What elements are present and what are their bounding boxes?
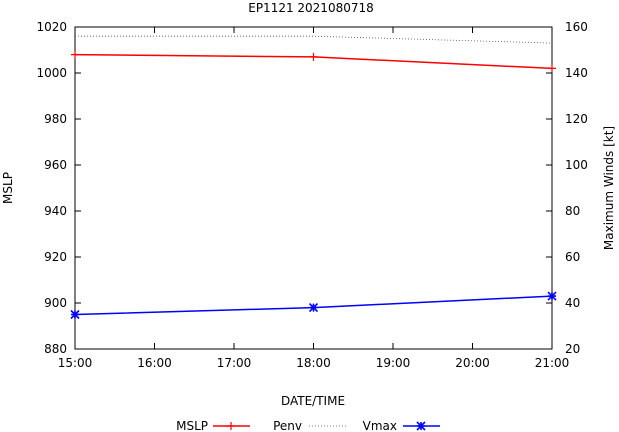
- x-tick-label: 16:00: [137, 356, 172, 370]
- y-right-tick-label: 40: [565, 296, 580, 310]
- legend-label-vmax: Vmax: [363, 419, 397, 432]
- x-tick-label: 18:00: [296, 356, 331, 370]
- y-right-tick-label: 100: [565, 158, 588, 172]
- y-left-tick-label: 980: [44, 112, 67, 126]
- axis-ticks: 15:00 16:00 17:00 18:00 19:00 20:00 21:00 880 90…: [36, 20, 587, 370]
- data-point-penv: [548, 64, 556, 73]
- y-axis-left-label: MSLP: [1, 172, 15, 204]
- x-axis-label: DATE/TIME: [281, 394, 345, 408]
- y-left-tick-label: 900: [44, 296, 67, 310]
- y-right-tick-label: 160: [565, 20, 588, 34]
- series-line-penv-dotted: [75, 35, 553, 44]
- y-left-tick-label: 960: [44, 158, 67, 172]
- y-left-tick-label: 1020: [36, 20, 67, 34]
- data-point-vmax: [70, 309, 80, 320]
- data-point-vmax: [308, 303, 319, 313]
- x-tick-label: 17:00: [217, 356, 252, 370]
- y-left-tick-label: 920: [44, 250, 67, 264]
- legend-label-penv: Penv: [273, 419, 302, 432]
- legend-marker-vmax: [416, 421, 426, 431]
- data-point-penv: [309, 52, 318, 61]
- legend-marker-mslp: [227, 422, 235, 430]
- series-layer: [70, 35, 557, 320]
- y-right-tick-label: 120: [565, 112, 588, 126]
- x-tick-label: 19:00: [376, 356, 411, 370]
- plot-frame: [74, 26, 553, 350]
- x-tick-label: 20:00: [455, 356, 490, 370]
- x-tick-label: 15:00: [58, 356, 93, 370]
- legend-label-mslp: MSLP: [176, 419, 208, 432]
- chart-title: EP1121 2021080718: [248, 1, 374, 15]
- data-point-vmax: [547, 291, 557, 301]
- data-point-penv: [71, 50, 79, 59]
- legend: MSLP Penv Vmax: [176, 419, 440, 432]
- y-axis-right-label: Maximum Winds [kt]: [602, 126, 616, 250]
- y-left-tick-label: 1000: [36, 66, 67, 80]
- y-right-tick-label: 140: [565, 66, 588, 80]
- y-right-tick-label: 60: [565, 250, 580, 264]
- y-left-tick-label: 880: [44, 342, 67, 356]
- y-right-tick-label: 20: [565, 342, 580, 356]
- y-left-tick-label: 940: [44, 204, 67, 218]
- x-tick-label: 21:00: [535, 356, 570, 370]
- y-right-tick-label: 80: [565, 204, 580, 218]
